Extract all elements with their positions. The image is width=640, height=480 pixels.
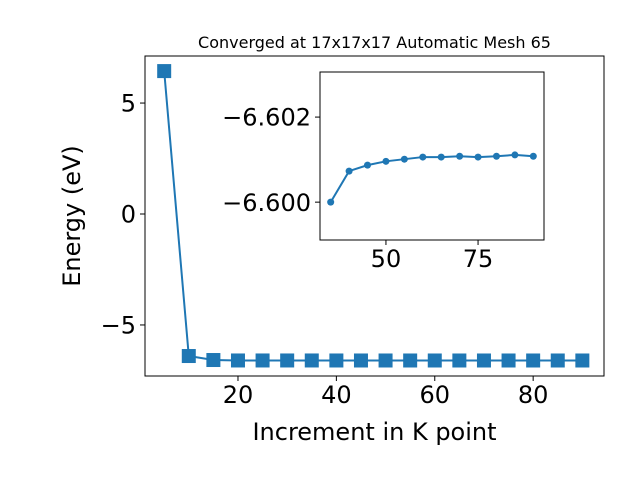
x-tick-label: 60 (419, 381, 450, 409)
marker (304, 353, 319, 368)
marker (327, 198, 335, 206)
x-tick-label: 75 (463, 245, 494, 273)
y-tick-label: −6.600 (222, 189, 311, 217)
x-tick-label: 50 (371, 245, 402, 273)
marker (364, 161, 372, 169)
marker (526, 353, 541, 368)
x-tick-label: 20 (223, 381, 254, 409)
x-axis-label: Increment in K point (252, 418, 496, 446)
marker (353, 353, 368, 368)
marker (476, 353, 491, 368)
marker (230, 353, 245, 368)
marker (329, 353, 344, 368)
x-tick-label: 80 (518, 381, 549, 409)
chart-title: Converged at 17x17x17 Automatic Mesh 65 (198, 33, 551, 52)
marker (255, 353, 270, 368)
marker (181, 349, 196, 364)
marker (157, 64, 172, 79)
marker (437, 153, 445, 161)
marker (427, 353, 442, 368)
marker (280, 353, 295, 368)
marker (501, 353, 516, 368)
axes-frame (144, 55, 605, 377)
marker (382, 157, 390, 165)
y-tick-label: −6.602 (222, 104, 311, 132)
marker (400, 155, 408, 163)
marker (403, 353, 418, 368)
x-tick-label: 40 (321, 381, 352, 409)
marker (206, 353, 221, 368)
y-tick-label: 5 (121, 90, 136, 118)
y-axis-label: Energy (eV) (58, 145, 86, 287)
marker (550, 353, 565, 368)
axes-frame (319, 71, 545, 241)
marker (511, 151, 519, 159)
marker (378, 353, 393, 368)
marker (419, 153, 427, 161)
y-tick-label: −5 (101, 312, 136, 340)
y-tick-label: 0 (121, 201, 136, 229)
marker (474, 153, 482, 161)
marker (345, 167, 353, 175)
marker (452, 353, 467, 368)
marker (575, 353, 590, 368)
marker (456, 152, 464, 160)
marker (492, 152, 500, 160)
marker (529, 152, 537, 160)
